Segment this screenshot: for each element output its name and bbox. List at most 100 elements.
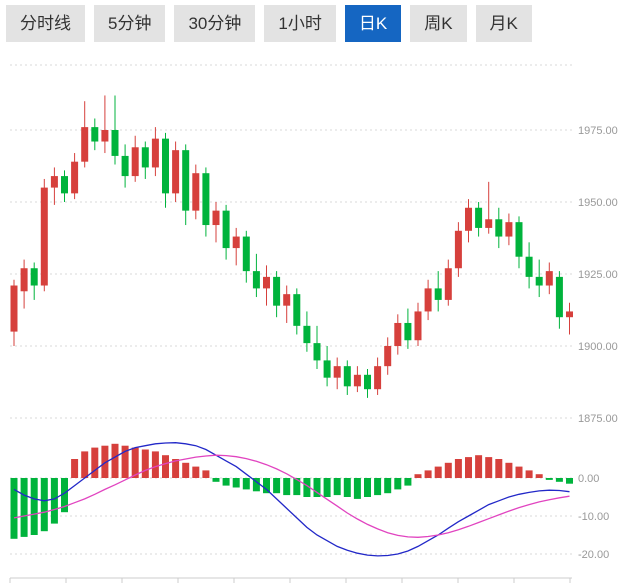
candle-body [40,187,48,286]
macd-histogram-bar [293,478,301,496]
macd-histogram-bar [465,457,472,478]
candle-body [485,219,493,228]
macd-histogram-bar [61,478,68,513]
candle-body [263,276,270,289]
macd-histogram-bar [71,459,79,478]
candle-body [394,322,402,346]
candle-body [61,176,68,194]
tab-1hour[interactable]: 1小时 [264,5,336,42]
candle-body [465,207,472,231]
macd-histogram-bar [414,474,422,478]
macd-histogram-bar [20,478,28,537]
candle-body [162,138,169,194]
candle-body [151,138,159,168]
price-axis-label: 1950.00 [578,197,618,209]
macd-histogram-bar [525,470,533,478]
candle-body [222,210,230,249]
tab-5min[interactable]: 5分钟 [94,5,166,42]
candle-body [404,322,412,341]
macd-histogram-bar [273,478,281,494]
macd-dif-line [13,442,570,557]
macd-histogram-bar [162,455,169,478]
candle-body [30,268,38,286]
candle-body [505,222,513,237]
candle-body [131,147,139,177]
macd-histogram-bar [485,457,493,478]
price-axis-label: 1925.00 [578,269,618,281]
candle-body [353,374,361,387]
macd-histogram-bar [545,478,553,480]
candle-body [242,236,250,272]
macd-histogram-bar [303,478,311,497]
macd-histogram-bar [81,451,89,478]
tab-weekly-k[interactable]: 周K [410,5,467,42]
candle-body [202,173,210,226]
candle-body [434,288,442,300]
macd-histogram-bar [242,478,250,490]
macd-histogram-bar [313,478,321,497]
macd-histogram-bar [182,462,190,478]
macd-histogram-bar [263,478,270,494]
macd-histogram-bar [151,451,159,478]
candle-body [535,276,543,286]
candle-body [172,150,180,194]
macd-axis-label: -10.00 [578,511,609,523]
macd-histogram-bar [566,478,573,484]
macd-axis-label: 0.00 [578,473,599,485]
candle-body [374,366,382,390]
candle-body [10,285,18,332]
candle-body [525,256,533,277]
macd-histogram-bar [394,478,402,490]
candle-body [141,147,149,168]
candle-body [212,210,220,226]
candle-body [293,294,301,326]
candle-body [273,276,281,306]
candle-body [111,130,119,156]
candle-body [71,161,79,194]
candle-body [192,173,200,211]
macd-histogram-bar [364,478,371,497]
macd-histogram-bar [505,462,513,478]
macd-histogram-bar [232,478,240,488]
candle-body [364,374,371,390]
macd-histogram-bar [404,478,412,486]
price-axis-label: 1975.00 [578,125,618,137]
macd-histogram-bar [40,478,48,532]
macd-histogram-bar [374,478,382,496]
candle-body [545,271,553,286]
macd-histogram-bar [444,462,452,478]
macd-histogram-bar [475,455,483,478]
candle-body [121,155,129,177]
tab-time-line[interactable]: 分时线 [6,5,85,42]
candle-body [515,222,523,257]
macd-histogram-bar [252,478,260,492]
candle-body [91,127,99,142]
candle-body [424,288,432,312]
macd-axis-label: -20.00 [578,549,609,561]
candle-body [454,230,462,269]
candle-body [555,276,563,318]
macd-histogram-bar [333,478,341,496]
tab-daily-k[interactable]: 日K [344,5,402,42]
macd-histogram-bar [555,478,563,482]
candle-body [323,360,331,378]
macd-dea-line [13,454,570,538]
macd-histogram-bar [283,478,291,496]
macd-histogram-bar [30,478,38,535]
macd-histogram-bar [222,478,230,486]
macd-histogram-bar [434,466,442,478]
macd-histogram-bar [91,447,99,478]
candle-body [414,311,422,341]
macd-histogram-bar [454,459,462,478]
price-axis-label: 1900.00 [578,341,618,353]
tab-monthly-k[interactable]: 月K [475,5,532,42]
candle-body [475,207,483,228]
macd-histogram-bar [141,449,149,478]
candle-body [20,268,28,292]
tab-30min[interactable]: 30分钟 [174,5,256,42]
candle-body [283,294,291,306]
macd-histogram-bar [353,478,361,499]
candle-body [384,346,392,367]
macd-histogram-bar [343,478,351,497]
